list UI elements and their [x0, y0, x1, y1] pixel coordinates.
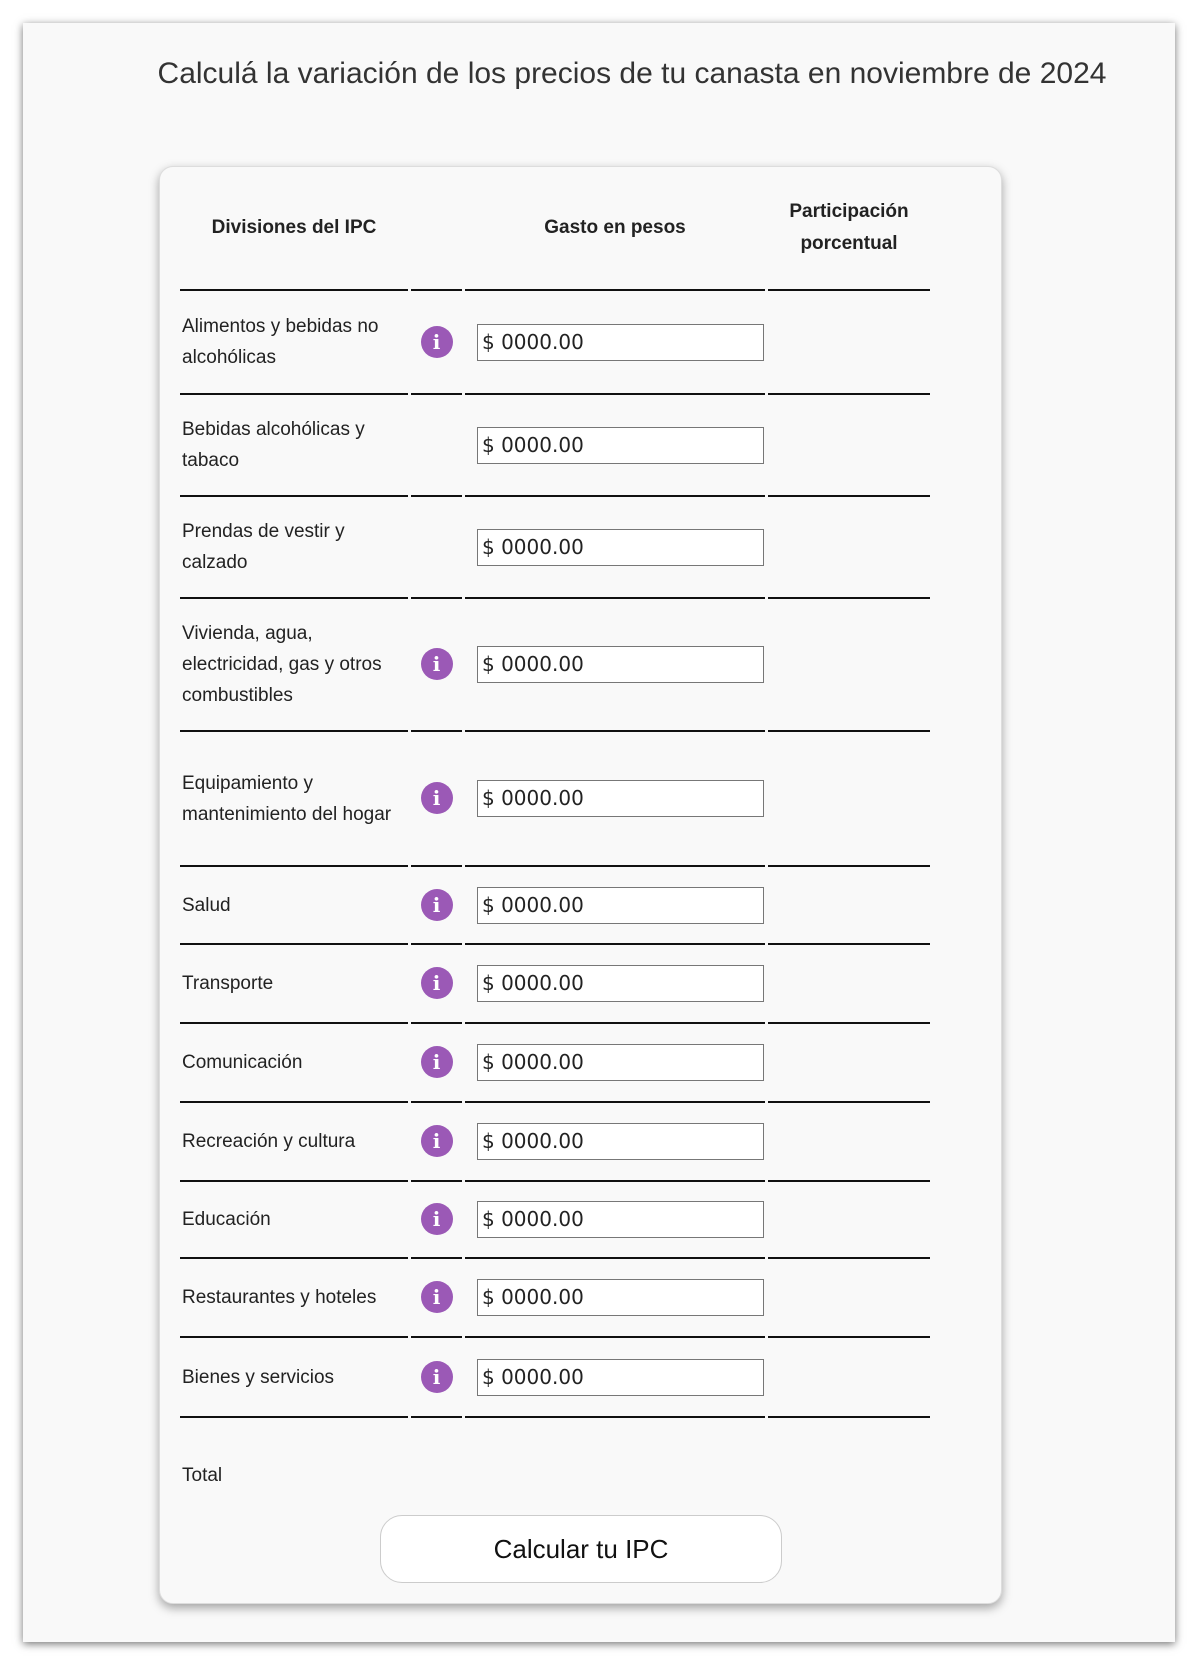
- header-divisiones: Divisiones del IPC: [180, 167, 408, 291]
- header-row: Divisiones del IPC Gasto en pesos Partic…: [180, 167, 930, 291]
- gasto-input[interactable]: $ 0000.00: [477, 780, 764, 817]
- table-row: Restaurantes y hoteles i $ 0000.00: [180, 1259, 930, 1338]
- participacion-cell: [768, 1182, 930, 1259]
- division-label: Recreación y cultura: [180, 1103, 408, 1182]
- table-row: Salud i $ 0000.00: [180, 867, 930, 945]
- gasto-cell: $ 0000.00: [465, 1103, 765, 1182]
- participacion-cell: [768, 1259, 930, 1338]
- table-row: Educación i $ 0000.00: [180, 1182, 930, 1259]
- info-cell: i: [411, 867, 462, 945]
- participacion-cell: [768, 291, 930, 395]
- division-label: Transporte: [180, 945, 408, 1024]
- gasto-input[interactable]: $ 0000.00: [477, 323, 764, 361]
- participacion-cell: [768, 395, 930, 497]
- gasto-cell: $ 0000.00: [465, 395, 765, 497]
- table-row: Prendas de vestir y calzado $ 0000.00: [180, 497, 930, 599]
- info-cell: [411, 497, 462, 599]
- gasto-cell: $ 0000.00: [465, 497, 765, 599]
- division-label: Vivienda, agua, electricidad, gas y otro…: [180, 599, 408, 732]
- info-cell: i: [411, 1103, 462, 1182]
- info-cell: i: [411, 1024, 462, 1103]
- division-label: Educación: [180, 1182, 408, 1259]
- table-row: Equipamiento y mantenimiento del hogar i…: [180, 732, 930, 867]
- division-label: Comunicación: [180, 1024, 408, 1103]
- gasto-input[interactable]: $ 0000.00: [477, 1279, 764, 1316]
- participacion-cell: [768, 599, 930, 732]
- info-icon[interactable]: i: [420, 1281, 453, 1313]
- info-icon[interactable]: i: [420, 1360, 453, 1393]
- division-label: Alimentos y bebidas no alcohólicas: [180, 291, 408, 395]
- table-body: Alimentos y bebidas no alcohólicas i $ 0…: [180, 291, 930, 1418]
- calcular-ipc-button[interactable]: Calcular tu IPC: [380, 1515, 782, 1583]
- gasto-input[interactable]: $ 0000.00: [477, 646, 764, 683]
- info-icon[interactable]: i: [420, 967, 453, 999]
- gasto-input[interactable]: $ 0000.00: [477, 965, 764, 1002]
- table-row: Transporte i $ 0000.00: [180, 945, 930, 1024]
- gasto-input[interactable]: $ 0000.00: [477, 1358, 764, 1396]
- division-label: Restaurantes y hoteles: [180, 1259, 408, 1338]
- table-row: Comunicación i $ 0000.00: [180, 1024, 930, 1103]
- header-participacion: Participación porcentual: [768, 167, 930, 291]
- table-row: Bienes y servicios i $ 0000.00: [180, 1338, 930, 1418]
- participacion-cell: [768, 945, 930, 1024]
- division-label: Prendas de vestir y calzado: [180, 497, 408, 599]
- division-label: Salud: [180, 867, 408, 945]
- gasto-cell: $ 0000.00: [465, 945, 765, 1024]
- participacion-cell: [768, 1103, 930, 1182]
- gasto-cell: $ 0000.00: [465, 599, 765, 732]
- participacion-cell: [768, 1338, 930, 1418]
- info-icon[interactable]: i: [420, 1046, 453, 1078]
- gasto-input[interactable]: $ 0000.00: [477, 426, 764, 464]
- gasto-input[interactable]: $ 0000.00: [477, 1123, 764, 1160]
- division-label: Bienes y servicios: [180, 1338, 408, 1418]
- gasto-cell: $ 0000.00: [465, 867, 765, 945]
- info-cell: i: [411, 1259, 462, 1338]
- total-label: Total: [182, 1465, 223, 1486]
- division-label: Bebidas alcohólicas y tabaco: [180, 395, 408, 497]
- participacion-cell: [768, 732, 930, 867]
- ipc-form-card: Divisiones del IPC Gasto en pesos Partic…: [159, 166, 1002, 1604]
- gasto-cell: $ 0000.00: [465, 1024, 765, 1103]
- gasto-cell: $ 0000.00: [465, 291, 765, 395]
- gasto-cell: $ 0000.00: [465, 1182, 765, 1259]
- info-cell: i: [411, 291, 462, 395]
- header-spacer: [411, 167, 462, 291]
- info-cell: i: [411, 732, 462, 867]
- info-cell: i: [411, 599, 462, 732]
- calculator-panel: Calculá la variación de los precios de t…: [23, 23, 1175, 1642]
- info-cell: [411, 395, 462, 497]
- gasto-input[interactable]: $ 0000.00: [477, 886, 764, 924]
- info-icon[interactable]: i: [420, 782, 453, 814]
- table-row: Vivienda, agua, electricidad, gas y otro…: [180, 599, 930, 732]
- page-title: Calculá la variación de los precios de t…: [157, 57, 1107, 90]
- header-gasto: Gasto en pesos: [465, 167, 765, 291]
- table-row: Alimentos y bebidas no alcohólicas i $ 0…: [180, 291, 930, 395]
- participacion-cell: [768, 867, 930, 945]
- info-icon[interactable]: i: [420, 648, 453, 680]
- info-cell: i: [411, 945, 462, 1024]
- participacion-cell: [768, 1024, 930, 1103]
- gasto-input[interactable]: $ 0000.00: [477, 1044, 764, 1081]
- info-icon[interactable]: i: [420, 888, 453, 921]
- info-cell: i: [411, 1338, 462, 1418]
- info-icon[interactable]: i: [420, 1125, 453, 1157]
- gasto-cell: $ 0000.00: [465, 1259, 765, 1338]
- participacion-cell: [768, 497, 930, 599]
- info-icon[interactable]: i: [420, 325, 453, 358]
- info-icon[interactable]: i: [420, 1203, 453, 1235]
- table-row: Recreación y cultura i $ 0000.00: [180, 1103, 930, 1182]
- division-label: Equipamiento y mantenimiento del hogar: [180, 732, 408, 867]
- gasto-input[interactable]: $ 0000.00: [477, 528, 764, 566]
- gasto-input[interactable]: $ 0000.00: [477, 1201, 764, 1238]
- gasto-cell: $ 0000.00: [465, 732, 765, 867]
- table-row: Bebidas alcohólicas y tabaco $ 0000.00: [180, 395, 930, 497]
- gasto-cell: $ 0000.00: [465, 1338, 765, 1418]
- info-cell: i: [411, 1182, 462, 1259]
- ipc-table: Divisiones del IPC Gasto en pesos Partic…: [177, 167, 933, 1418]
